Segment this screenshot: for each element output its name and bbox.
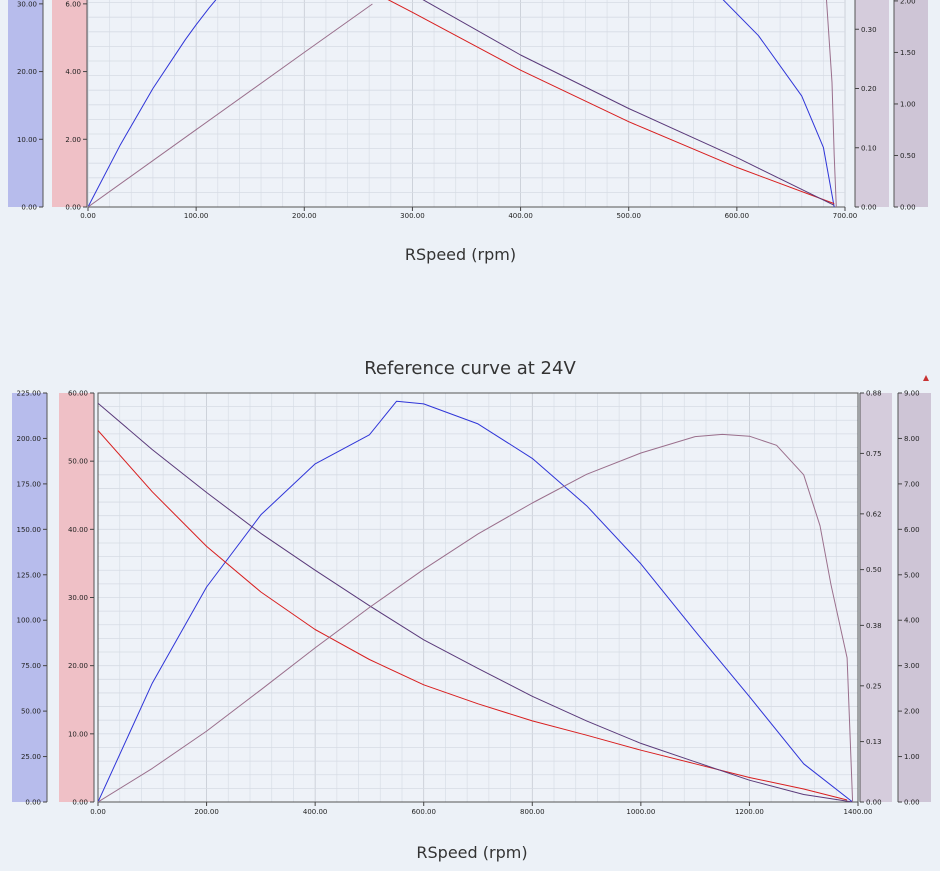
tick-label-right_inner: 0.00	[866, 799, 882, 807]
tick-label-right_inner: 0.25	[866, 682, 882, 690]
tick-label-left_inner: 0.00	[65, 204, 81, 212]
tick-label-left_inner: 20.00	[68, 662, 88, 670]
tick-label-right_outer: 6.00	[904, 526, 920, 534]
chart-1: 0.0010.0020.0030.000.002.004.006.000.000…	[8, 0, 928, 264]
tick-label-right_outer: 3.00	[904, 662, 920, 670]
axis-band-left_outer	[8, 0, 43, 207]
tick-label-right_outer: 0.50	[900, 152, 916, 160]
chart-title: Reference curve at 24V	[364, 358, 576, 379]
tick-label-left_outer: 75.00	[21, 662, 41, 670]
scroll-up-arrow-icon	[923, 375, 929, 381]
tick-label-right_inner: 0.75	[866, 450, 882, 458]
x-tick-label: 600.00	[725, 212, 750, 220]
tick-label-left_outer: 50.00	[21, 708, 41, 716]
x-tick-label: 500.00	[616, 212, 641, 220]
tick-label-left_outer: 0.00	[21, 204, 37, 212]
tick-label-left_outer: 10.00	[17, 136, 37, 144]
tick-label-right_inner: 0.50	[866, 566, 882, 574]
axis-band-right_inner	[855, 0, 889, 207]
tick-label-right_inner: 0.13	[866, 738, 882, 746]
tick-label-left_inner: 0.00	[72, 799, 88, 807]
series-line-4	[422, 0, 835, 206]
tick-label-right_inner: 0.30	[861, 26, 877, 34]
x-tick-label: 200.00	[292, 212, 317, 220]
tick-label-left_inner: 40.00	[68, 526, 88, 534]
x-tick-label: 400.00	[303, 808, 328, 816]
tick-label-left_outer: 200.00	[17, 435, 42, 443]
series-line-6	[826, 0, 837, 207]
tick-label-right_outer: 1.50	[900, 49, 916, 57]
tick-label-left_outer: 175.00	[17, 480, 42, 488]
tick-label-right_outer: 0.00	[900, 204, 916, 212]
axis-band-right_outer	[894, 0, 928, 207]
tick-label-right_outer: 1.00	[900, 100, 916, 108]
tick-label-left_inner: 6.00	[65, 0, 81, 8]
x-tick-label: 100.00	[184, 212, 209, 220]
x-tick-label: 1000.00	[626, 808, 655, 816]
tick-label-left_outer: 30.00	[17, 0, 37, 8]
plot-background	[88, 0, 845, 207]
tick-label-left_inner: 4.00	[65, 68, 81, 76]
series-group	[88, 0, 837, 207]
tick-label-right_outer: 7.00	[904, 480, 920, 488]
tick-label-right_inner: 0.20	[861, 85, 877, 93]
axis-band-left_inner	[52, 0, 87, 207]
tick-label-left_inner: 10.00	[68, 730, 88, 738]
x-tick-label: 800.00	[520, 808, 545, 816]
x-axis-title: RSpeed (rpm)	[405, 245, 516, 264]
series-group	[98, 400, 854, 802]
tick-label-right_outer: 2.00	[900, 0, 916, 5]
axis-band-left_outer	[12, 393, 47, 802]
x-tick-label: 700.00	[833, 212, 858, 220]
tick-label-right_outer: 1.00	[904, 753, 920, 761]
tick-label-right_inner: 0.62	[866, 510, 882, 518]
series-line-2	[98, 430, 848, 801]
series-line-2	[722, 0, 835, 207]
tick-label-left_inner: 2.00	[65, 136, 81, 144]
tick-label-left_inner: 60.00	[68, 390, 88, 398]
tick-label-left_outer: 150.00	[17, 526, 42, 534]
tick-label-right_outer: 0.00	[904, 799, 920, 807]
tick-label-right_inner: 0.10	[861, 144, 877, 152]
x-tick-label: 400.00	[508, 212, 533, 220]
x-tick-label: 300.00	[400, 212, 425, 220]
x-tick-label: 1400.00	[844, 808, 873, 816]
series-line-1	[88, 0, 217, 207]
tick-label-left_outer: 0.00	[25, 799, 41, 807]
axis-band-right_inner	[860, 393, 892, 802]
series-line-4	[98, 433, 854, 802]
axis-band-right_outer	[898, 393, 931, 802]
series-line-3	[98, 402, 853, 802]
tick-label-right_outer: 8.00	[904, 435, 920, 443]
series-line-1	[98, 400, 853, 802]
tick-label-right_inner: 0.38	[866, 622, 882, 630]
chart-2: 0.00 25.00 50.00 75.00 100.00 125.00 150.00 175…	[12, 358, 931, 862]
tick-label-right_outer: 9.00	[904, 390, 920, 398]
x-tick-label: 0.00	[90, 808, 106, 816]
series-line-3	[387, 0, 835, 205]
x-tick-label: 1200.00	[735, 808, 764, 816]
tick-label-right_outer: 4.00	[904, 617, 920, 625]
x-tick-label: 600.00	[411, 808, 436, 816]
tick-label-left_inner: 50.00	[68, 458, 88, 466]
tick-label-left_outer: 100.00	[17, 617, 42, 625]
tick-label-left_outer: 20.00	[17, 68, 37, 76]
tick-label-left_outer: 225.00	[17, 390, 42, 398]
tick-label-right_outer: 5.00	[904, 571, 920, 579]
plot-border	[97, 392, 859, 803]
axis-band-left_inner	[59, 393, 94, 802]
tick-label-right_inner: 0.88	[866, 390, 882, 398]
x-tick-label: 0.00	[80, 212, 96, 220]
series-line-5	[88, 3, 373, 207]
x-axis-title: RSpeed (rpm)	[416, 843, 527, 862]
tick-label-right_inner: 0.00	[861, 204, 877, 212]
x-tick-label: 200.00	[194, 808, 219, 816]
tick-label-left_inner: 30.00	[68, 594, 88, 602]
tick-label-left_outer: 25.00	[21, 753, 41, 761]
tick-label-left_outer: 125.00	[17, 571, 42, 579]
tick-label-right_outer: 2.00	[904, 708, 920, 716]
